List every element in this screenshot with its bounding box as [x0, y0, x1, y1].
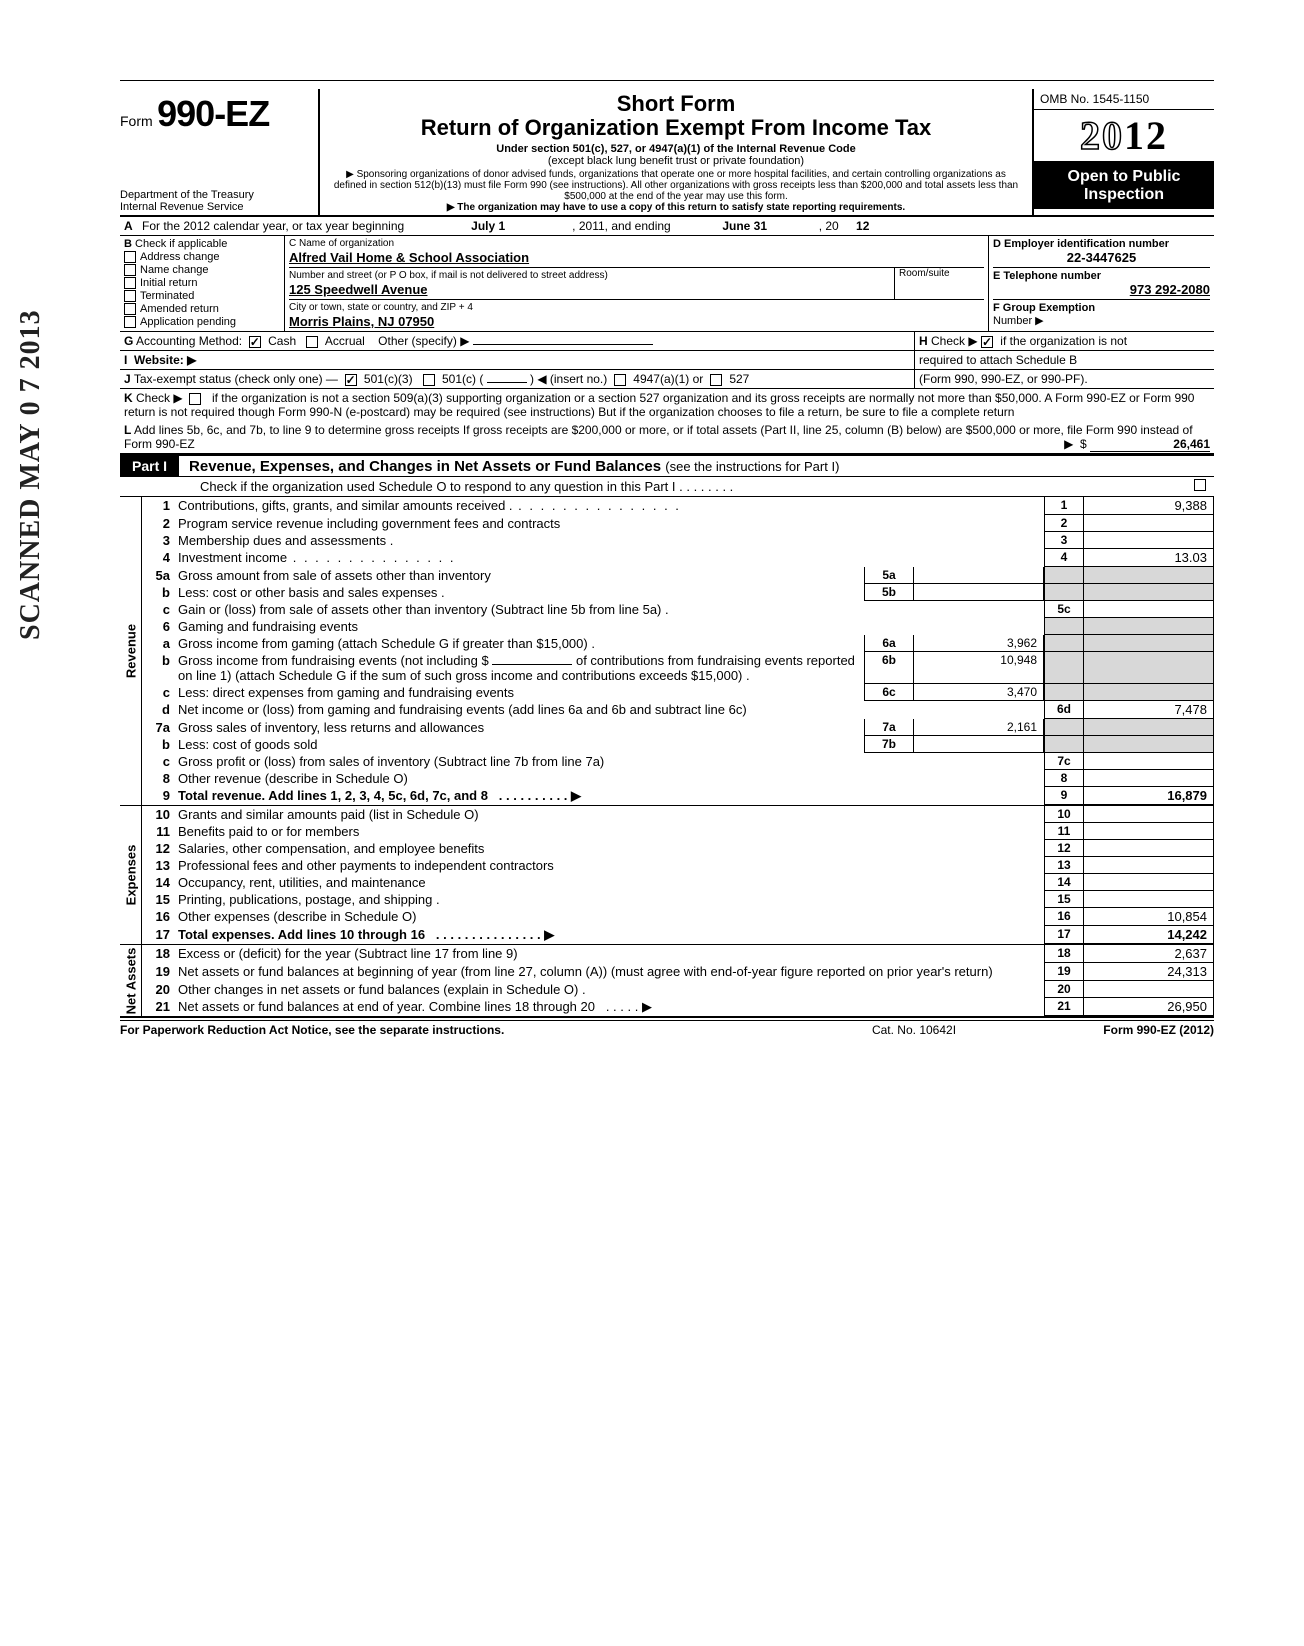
row-a-tax-year: A For the 2012 calendar year, or tax yea… — [120, 217, 1214, 236]
chk-initial-return[interactable] — [124, 277, 136, 289]
line2-val — [1084, 515, 1214, 532]
part1-header: Part I Revenue, Expenses, and Changes in… — [120, 454, 1214, 477]
dept-irs: Internal Revenue Service — [120, 201, 312, 213]
row-i: I Website: ▶ required to attach Schedule… — [120, 351, 1214, 370]
revenue-section: Revenue 1Contributions, gifts, grants, a… — [120, 497, 1214, 805]
row-k: K Check ▶ if the organization is not a s… — [120, 389, 1214, 421]
chk-app-pending[interactable] — [124, 316, 136, 328]
line7c-val — [1084, 753, 1214, 770]
part1-check: Check if the organization used Schedule … — [120, 477, 1214, 497]
expenses-section: Expenses 10Grants and similar amounts pa… — [120, 805, 1214, 944]
chk-no-sched-b[interactable] — [981, 336, 993, 348]
line6c-val: 3,470 — [914, 684, 1044, 701]
gross-receipts: 26,461 — [1090, 437, 1210, 452]
omb-number: OMB No. 1545-1150 — [1034, 89, 1214, 110]
org-street: 125 Speedwell Avenue — [289, 282, 894, 297]
line17-val: 14,242 — [1084, 926, 1214, 944]
return-title: Return of Organization Exempt From Incom… — [330, 115, 1022, 141]
line6a-val: 3,962 — [914, 635, 1044, 652]
row-l: L Add lines 5b, 6c, and 7b, to line 9 to… — [120, 421, 1214, 454]
line4-val: 13.03 — [1084, 549, 1214, 567]
line19-val: 24,313 — [1084, 963, 1214, 981]
form-number: 990-EZ — [157, 93, 269, 134]
expenses-label: Expenses — [120, 806, 142, 944]
line6b-val: 10,948 — [914, 652, 1044, 684]
chk-address-change[interactable] — [124, 251, 136, 263]
copy-note: ▶ The organization may have to use a cop… — [330, 202, 1022, 213]
row-g-h: G Accounting Method: Cash Accrual Other … — [120, 332, 1214, 351]
scanned-stamp: SCANNED MAY 0 7 2013 — [15, 309, 47, 640]
line18-val: 2,637 — [1084, 945, 1214, 963]
line1-val: 9,388 — [1084, 497, 1214, 515]
chk-amended[interactable] — [124, 303, 136, 315]
ein: 22-3447625 — [993, 250, 1210, 265]
col-c-org: C Name of organization Alfred Vail Home … — [285, 236, 989, 331]
tax-year: 2012 — [1034, 110, 1214, 162]
col-b-checkboxes: B Check if applicable Address change Nam… — [120, 236, 285, 331]
tax-year-begin: July 1 — [408, 217, 568, 235]
chk-terminated[interactable] — [124, 290, 136, 302]
org-name: Alfred Vail Home & School Association — [289, 250, 984, 265]
chk-4947[interactable] — [614, 374, 626, 386]
chk-k[interactable] — [189, 393, 201, 405]
page-footer: For Paperwork Reduction Act Notice, see … — [120, 1020, 1214, 1037]
room-suite: Room/suite — [894, 268, 984, 299]
chk-part1-schedo[interactable] — [1194, 479, 1206, 491]
dept-treasury: Department of the Treasury — [120, 189, 312, 201]
open-to-public: Open to Public Inspection — [1034, 162, 1214, 209]
row-j: J Tax-exempt status (check only one) — 5… — [120, 370, 1214, 389]
chk-accrual[interactable] — [306, 336, 318, 348]
chk-name-change[interactable] — [124, 264, 136, 276]
form-header: Form 990-EZ Department of the Treasury I… — [120, 89, 1214, 217]
chk-cash[interactable] — [249, 336, 261, 348]
line7a-val: 2,161 — [914, 719, 1044, 736]
form-page: SCANNED MAY 0 7 2013 Form 990-EZ Departm… — [0, 0, 1304, 1077]
identity-block: B Check if applicable Address change Nam… — [120, 236, 1214, 332]
chk-527[interactable] — [710, 374, 722, 386]
revenue-label: Revenue — [120, 497, 142, 805]
line9-val: 16,879 — [1084, 787, 1214, 805]
chk-501c[interactable] — [423, 374, 435, 386]
tax-year-end: June 31 — [675, 217, 815, 235]
form-prefix: Form — [120, 113, 153, 129]
short-form-label: Short Form — [330, 91, 1022, 117]
subtitle-except: (except black lung benefit trust or priv… — [330, 155, 1022, 167]
phone: 973 292-2080 — [993, 282, 1210, 297]
chk-501c3[interactable] — [345, 374, 357, 386]
netassets-section: Net Assets 18Excess or (deficit) for the… — [120, 944, 1214, 1018]
line6d-val: 7,478 — [1084, 701, 1214, 719]
line5c-val — [1084, 601, 1214, 618]
org-city: Morris Plains, NJ 07950 — [289, 314, 984, 329]
line16-val: 10,854 — [1084, 908, 1214, 926]
line8-val — [1084, 770, 1214, 787]
sponsor-note: ▶ Sponsoring organizations of donor advi… — [330, 169, 1022, 202]
line21-val: 26,950 — [1084, 998, 1214, 1016]
col-d-ids: D Employer identification number 22-3447… — [989, 236, 1214, 331]
subtitle-code: Under section 501(c), 527, or 4947(a)(1)… — [330, 143, 1022, 155]
line3-val — [1084, 532, 1214, 549]
netassets-label: Net Assets — [120, 945, 142, 1016]
